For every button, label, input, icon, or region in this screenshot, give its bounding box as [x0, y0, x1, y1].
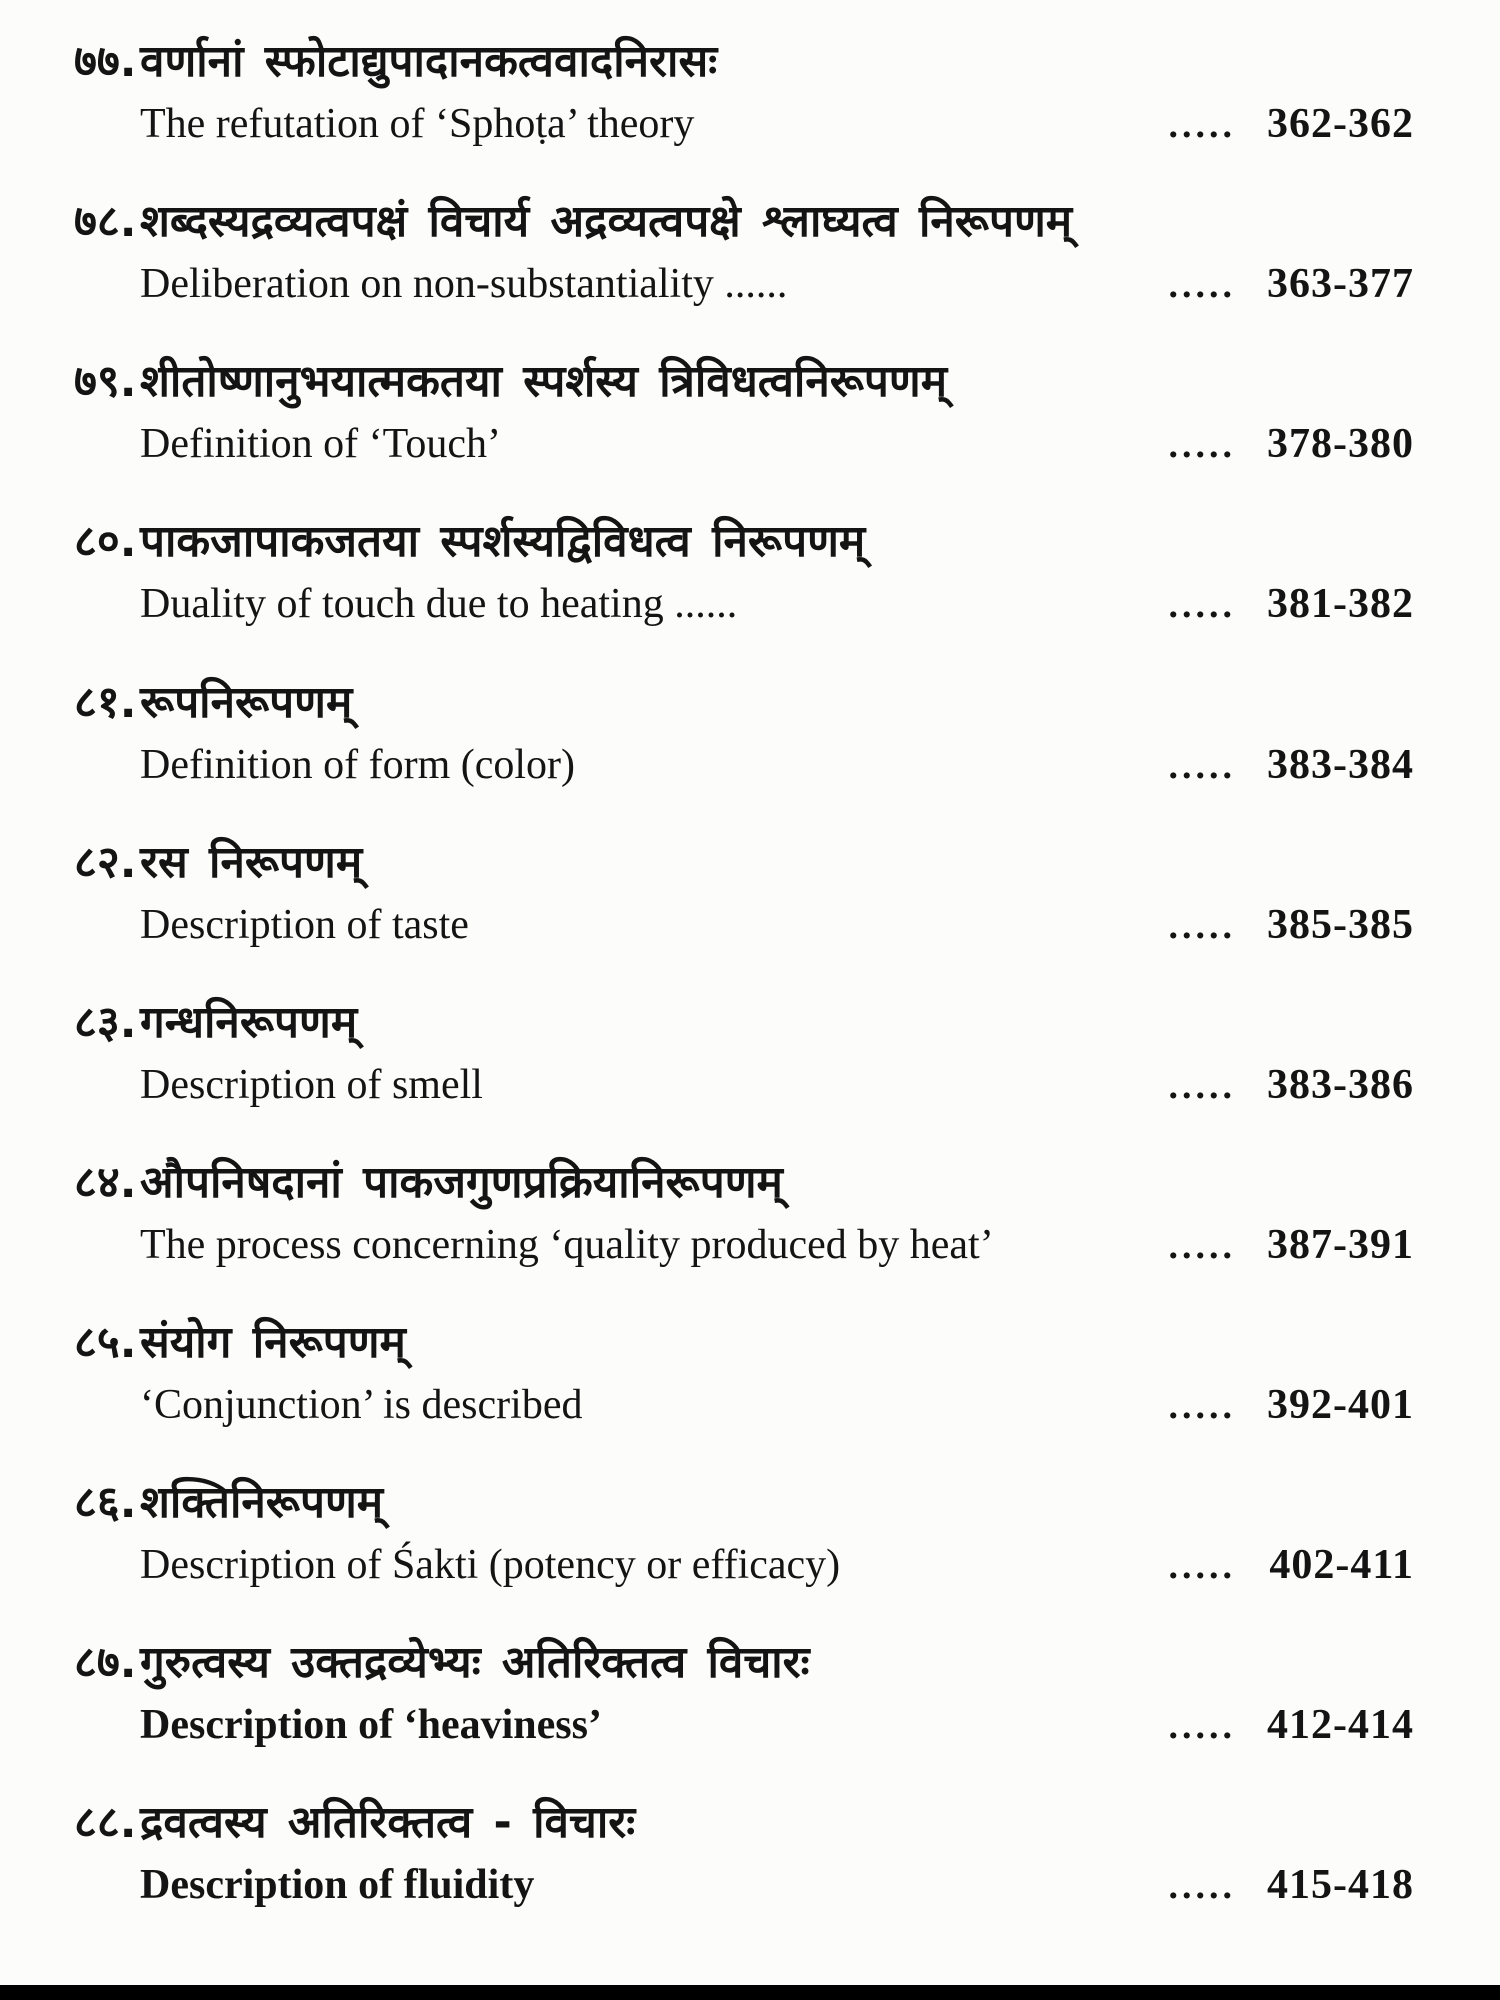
sanskrit-title: रस निरूपणम्: [140, 836, 363, 888]
entry-number: ८०.: [74, 516, 137, 568]
page-range: 392-401: [1267, 1382, 1414, 1429]
english-title: Description of Śakti (potency or efficac…: [140, 1542, 841, 1589]
sanskrit-title: गन्धनिरूपणम्: [140, 996, 358, 1048]
entry-number: ७७.: [74, 36, 137, 87]
page-range: 385-385: [1267, 901, 1414, 948]
sanskrit-title: शक्तिनिरूपणम्: [140, 1477, 384, 1529]
sanskrit-title: शीतोष्णानुभयात्मकतया स्पर्शस्य त्रिविधत्…: [140, 356, 948, 408]
english-title: Description of fluidity: [140, 1862, 535, 1909]
toc-entry: ७९. शीतोष्णानुभयात्मकतया स्पर्शस्य त्रिव…: [74, 356, 1414, 466]
english-title: Definition of ‘Touch’: [140, 421, 501, 468]
page-range: 415-418: [1267, 1862, 1414, 1909]
english-title: Description of ‘heaviness’: [140, 1702, 602, 1749]
dots-leader: .....: [1168, 1224, 1236, 1267]
sanskrit-title: पाकजापाकजतया स्पर्शस्यद्विविधत्व निरूपणम…: [140, 516, 866, 568]
english-title: Description of smell: [140, 1061, 483, 1108]
entry-number: ८४.: [74, 1156, 137, 1208]
english-title: Duality of touch due to heating ......: [140, 581, 738, 628]
dots-leader: .....: [1168, 1385, 1236, 1428]
dots-leader: .....: [1168, 1865, 1236, 1908]
toc-entry: ८५. संयोग निरूपणम् ‘Conjunction’ is desc…: [74, 1317, 1414, 1427]
entry-number: ८७.: [74, 1637, 137, 1689]
dots-leader: .....: [1168, 104, 1236, 147]
entry-number: ८५.: [74, 1317, 137, 1368]
sanskrit-title: शब्दस्यद्रव्यत्वपक्षं विचार्य अद्रव्यत्व…: [140, 196, 1073, 248]
page-range: 363-377: [1267, 261, 1414, 308]
sanskrit-title: वर्णानां स्फोटाद्युपादानकत्ववादनिरासः: [140, 36, 718, 87]
page-range: 362-362: [1267, 101, 1414, 148]
english-title: Definition of form (color): [140, 741, 576, 788]
sanskrit-title: द्रवत्वस्य अतिरिक्तत्व - विचारः: [140, 1797, 636, 1849]
sanskrit-title: संयोग निरूपणम्: [140, 1317, 406, 1368]
dots-leader: .....: [1168, 904, 1236, 947]
english-title: Deliberation on non-substantiality .....…: [140, 261, 788, 308]
toc-entry: ८७. गुरुत्वस्य उक्तद्रव्येभ्यः अतिरिक्तत…: [74, 1637, 1414, 1747]
toc-entry: ८२. रस निरूपणम् Description of taste ...…: [74, 837, 1414, 947]
sanskrit-title: रूपनिरूपणम्: [140, 676, 353, 728]
dots-leader: .....: [1168, 1705, 1236, 1748]
page-range: 412-414: [1267, 1702, 1414, 1749]
entry-number: ७८.: [74, 196, 137, 248]
page-range: 383-386: [1267, 1061, 1414, 1108]
page-range: 402-411: [1269, 1542, 1414, 1589]
dots-leader: .....: [1168, 744, 1236, 787]
entry-number: ७९.: [74, 356, 137, 408]
page-range: 381-382: [1267, 581, 1414, 628]
entry-number: ८२.: [74, 836, 137, 888]
page-range: 387-391: [1267, 1221, 1414, 1268]
english-title: ‘Conjunction’ is described: [140, 1382, 583, 1429]
dots-leader: .....: [1168, 1545, 1236, 1588]
dots-leader: .....: [1168, 1064, 1236, 1107]
toc-entry: ८८. द्रवत्वस्य अतिरिक्तत्व - विचारः Desc…: [74, 1797, 1414, 1907]
page-range: 383-384: [1267, 741, 1414, 788]
entry-number: ८६.: [74, 1477, 137, 1529]
dots-leader: .....: [1168, 264, 1236, 307]
sanskrit-title: गुरुत्वस्य उक्तद्रव्येभ्यः अतिरिक्तत्व व…: [140, 1637, 810, 1689]
toc-entry: ८४. औपनिषदानां पाकजगुणप्रक्रियानिरूपणम् …: [74, 1157, 1414, 1267]
english-title: The refutation of ‘Sphoṭa’ theory: [140, 101, 695, 148]
dots-leader: .....: [1168, 584, 1236, 627]
toc-entry: ८०. पाकजापाकजतया स्पर्शस्यद्विविधत्व निर…: [74, 516, 1414, 626]
scan-edge-bar: [0, 1985, 1500, 2000]
toc-entry: ८१. रूपनिरूपणम् Definition of form (colo…: [74, 677, 1414, 787]
english-title: Description of taste: [140, 901, 469, 948]
english-title: The process concerning ‘quality produced…: [140, 1221, 994, 1268]
page-range: 378-380: [1267, 421, 1414, 468]
entry-number: ८१.: [74, 676, 137, 728]
sanskrit-title: औपनिषदानां पाकजगुणप्रक्रियानिरूपणम्: [140, 1156, 783, 1208]
entry-number: ८८.: [74, 1797, 137, 1849]
toc-entry: ७८. शब्दस्यद्रव्यत्वपक्षं विचार्य अद्रव्…: [74, 196, 1414, 306]
toc-entry: ८६. शक्तिनिरूपणम् Description of Śakti (…: [74, 1477, 1414, 1587]
dots-leader: .....: [1168, 424, 1236, 467]
toc-entry: ८३. गन्धनिरूपणम् Description of smell ..…: [74, 997, 1414, 1107]
toc-entry: ७७. वर्णानां स्फोटाद्युपादानकत्ववादनिरास…: [74, 36, 1414, 146]
entry-number: ८३.: [74, 996, 137, 1048]
